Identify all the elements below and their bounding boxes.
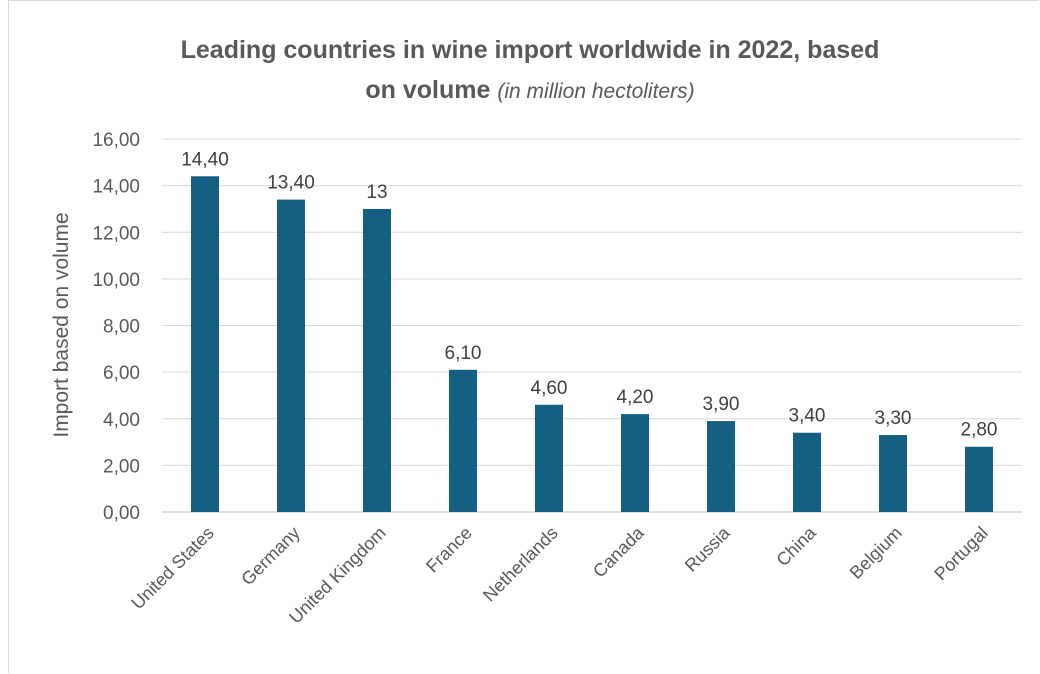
category-label: Russia bbox=[681, 522, 735, 576]
bar bbox=[191, 176, 219, 513]
data-label: 4,60 bbox=[531, 378, 568, 399]
bar bbox=[449, 369, 477, 512]
y-tick-label: 4,00 bbox=[103, 410, 140, 431]
category-label: Netherlands bbox=[479, 523, 562, 606]
chart-title-main: Leading countries in wine import worldwi… bbox=[180, 36, 880, 64]
data-label: 13,40 bbox=[267, 173, 315, 194]
data-label: 4,20 bbox=[617, 387, 654, 408]
category-label: Canada bbox=[589, 522, 648, 581]
bar bbox=[707, 421, 735, 512]
y-tick-label: 10,00 bbox=[92, 270, 140, 291]
y-axis-ticks: 0,00 2,00 4,00 6,00 8,00 10,00 12,00 14,00 16,00 bbox=[92, 130, 140, 524]
category-label: Germany bbox=[237, 523, 303, 589]
data-label: 13 bbox=[366, 182, 387, 203]
data-label: 14,40 bbox=[181, 149, 229, 170]
category-label: France bbox=[422, 523, 476, 577]
y-tick-label: 12,00 bbox=[92, 223, 140, 244]
gridlines bbox=[162, 138, 1022, 513]
data-label: 3,90 bbox=[703, 394, 740, 415]
category-label: United States bbox=[127, 523, 218, 614]
bar bbox=[879, 435, 907, 512]
category-label: Belgium bbox=[846, 523, 906, 583]
bar bbox=[965, 446, 993, 512]
data-label: 6,10 bbox=[445, 343, 482, 364]
y-tick-label: 16,00 bbox=[92, 130, 140, 151]
data-labels: 14,40 13,40 13 6,10 4,60 4,20 3,90 3,40 3,30 2,80 bbox=[181, 149, 997, 440]
bar bbox=[277, 199, 305, 513]
data-label: 3,30 bbox=[875, 408, 912, 429]
y-tick-label: 2,00 bbox=[103, 456, 140, 477]
chart-frame bbox=[8, 0, 1039, 673]
y-tick-label: 14,00 bbox=[92, 177, 140, 198]
bar bbox=[621, 414, 649, 512]
bars bbox=[191, 176, 993, 513]
bar bbox=[535, 404, 563, 512]
data-label: 2,80 bbox=[961, 420, 998, 441]
bar bbox=[363, 208, 391, 512]
y-axis-title: Import based on volume bbox=[50, 212, 73, 437]
category-label: China bbox=[772, 522, 820, 570]
chart-title-line2: on volume (in million hectoliters) bbox=[60, 70, 1000, 112]
y-tick-label: 8,00 bbox=[103, 317, 140, 338]
chart-title: Leading countries in wine import worldwi… bbox=[60, 30, 1000, 70]
data-label: 3,40 bbox=[789, 406, 826, 427]
category-label: Portugal bbox=[930, 523, 992, 585]
y-tick-label: 0,00 bbox=[103, 503, 140, 524]
y-tick-label: 6,00 bbox=[103, 363, 140, 384]
bar bbox=[793, 432, 821, 512]
chart-title-unit: (in million hectoliters) bbox=[497, 80, 695, 103]
chart-title-second: on volume bbox=[365, 76, 491, 104]
